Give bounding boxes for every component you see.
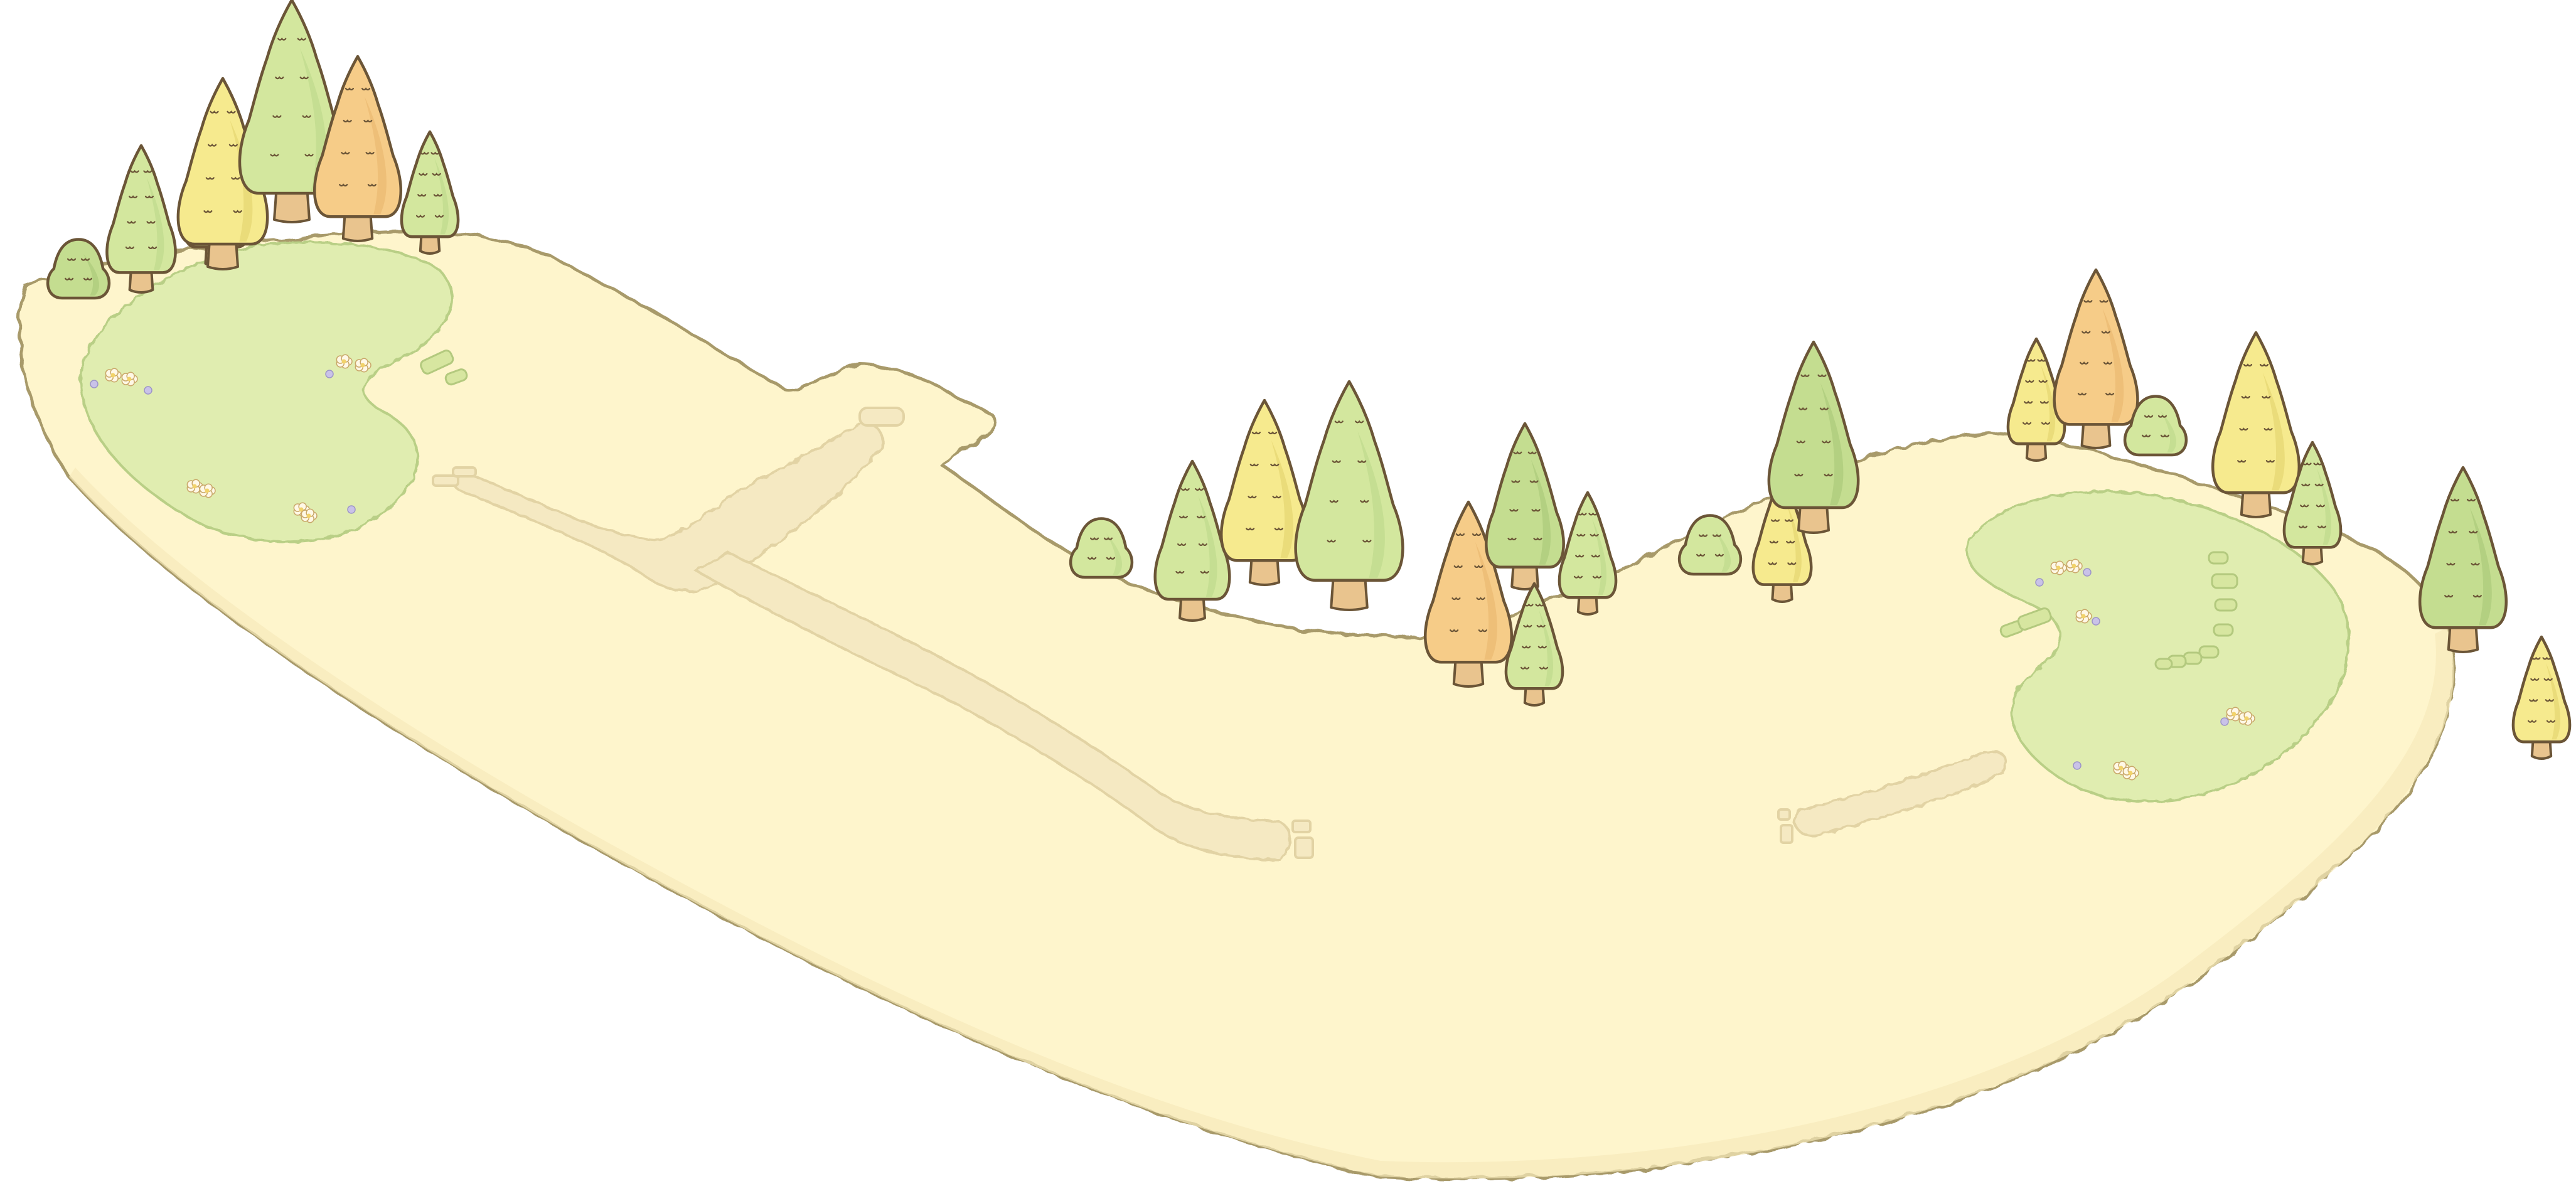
stepping-stone — [420, 350, 454, 375]
flower-icon — [2066, 558, 2083, 574]
flower-icon — [105, 368, 122, 383]
conifer-tree-icon — [105, 144, 177, 294]
tree-line — [46, 0, 2572, 760]
conifer-tree-icon — [1485, 422, 1565, 590]
flower-patches — [90, 354, 2255, 781]
small-bush-icon — [2123, 395, 2188, 457]
conifer-tree-icon — [400, 130, 460, 255]
conifer-tree-icon — [1767, 340, 1860, 534]
conifer-tree-icon — [1153, 459, 1231, 622]
flower-icon — [2092, 617, 2100, 626]
path-marker — [1780, 824, 1793, 844]
conifer-tree-icon — [1558, 491, 1618, 616]
stepping-stone — [2017, 607, 2052, 631]
conifer-tree-icon — [2282, 441, 2343, 565]
path-marker — [858, 407, 905, 427]
conifer-tree-icon — [2006, 337, 2066, 462]
flower-icon — [186, 479, 203, 494]
conifer-tree-icon — [1219, 398, 1310, 586]
conifer-tree-icon — [2418, 466, 2508, 653]
conifer-tree-icon — [1294, 380, 1404, 611]
flower-icon — [199, 483, 216, 498]
flower-icon — [336, 354, 353, 369]
flower-icon — [2122, 766, 2139, 781]
flower-icon — [2220, 717, 2229, 726]
path-marker — [1294, 836, 1314, 859]
conifer-tree-icon — [2511, 635, 2572, 760]
path-segment — [1793, 750, 2007, 837]
stepping-stone — [2213, 623, 2234, 637]
conifer-tree-icon — [1504, 582, 1564, 707]
conifer-tree-icon — [1423, 500, 1514, 688]
conifer-tree-icon — [313, 55, 403, 242]
path-marker — [1777, 808, 1791, 821]
stepping-stone — [2154, 658, 2173, 670]
conifer-tree-icon — [176, 77, 269, 270]
small-bush-icon — [1069, 517, 1134, 579]
stepping-stone — [2208, 551, 2229, 565]
stepping-stone — [2198, 645, 2220, 659]
conifer-tree-icon — [2211, 331, 2301, 518]
path-marker — [432, 474, 459, 487]
flower-icon — [325, 370, 334, 378]
small-bush-icon — [46, 238, 111, 300]
stepping-stone — [444, 368, 468, 386]
flower-icon — [2075, 609, 2092, 624]
flower-icon — [301, 508, 318, 523]
flower-icon — [2073, 761, 2082, 770]
path-marker — [452, 466, 477, 478]
flower-icon — [144, 386, 152, 395]
path-segment — [694, 550, 1291, 862]
flower-icon — [355, 358, 371, 373]
small-bush-icon — [1677, 514, 1743, 576]
flower-icon — [121, 371, 138, 387]
stepping-stone — [2214, 598, 2238, 612]
stepping-stones — [420, 350, 2238, 670]
flower-icon — [2226, 707, 2243, 722]
conifer-tree-icon — [1751, 475, 1813, 603]
stepping-stone — [2211, 573, 2238, 589]
flower-icon — [2238, 711, 2255, 726]
flower-icon — [2083, 568, 2092, 577]
cart-path-right — [1777, 750, 2007, 844]
conifer-tree-icon — [238, 0, 346, 223]
flower-icon — [90, 380, 99, 388]
cart-path-left — [432, 407, 1314, 862]
conifer-tree-icon — [2053, 268, 2139, 449]
putting-green-left — [79, 241, 453, 543]
flower-icon — [2050, 560, 2067, 575]
path-marker — [1291, 820, 1312, 833]
flower-icon — [2035, 578, 2044, 587]
flower-icon — [347, 505, 356, 514]
